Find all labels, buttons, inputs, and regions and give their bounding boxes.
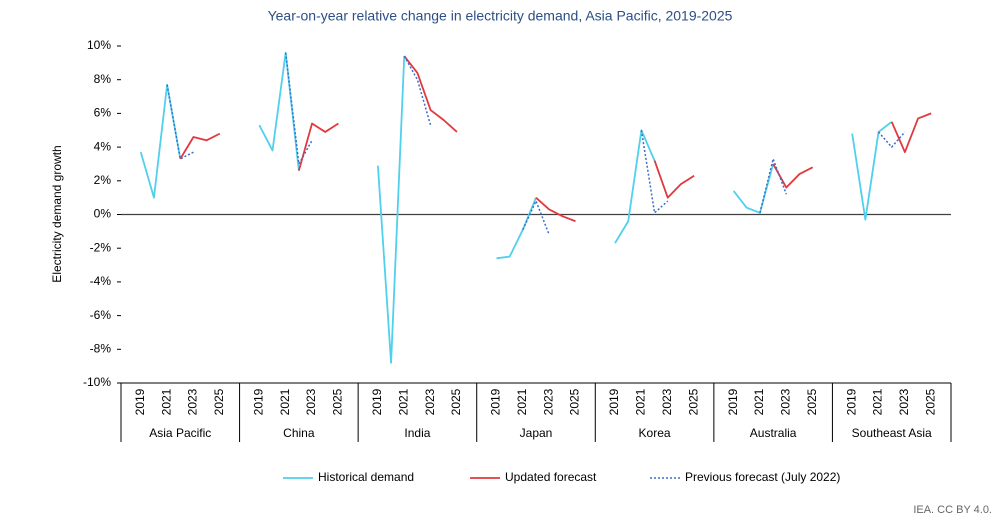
x-tick-label: 2023 [541,388,555,415]
series-line [284,52,313,165]
series-line [179,132,221,160]
x-tick-label: 2021 [515,388,529,415]
group-label: China [283,426,315,440]
series-line [759,158,788,213]
y-tick-label: 6% [94,106,112,120]
y-tick-label: -6% [90,308,112,322]
group-label: Australia [750,426,797,440]
group-label: Asia Pacific [149,426,211,440]
x-tick-label: 2021 [159,388,173,415]
y-tick-label: 4% [94,139,112,153]
legend-label: Updated forecast [505,470,597,484]
x-tick-label: 2023 [186,388,200,415]
x-tick-label: 2025 [212,388,226,415]
series-line [496,197,537,260]
x-tick-label: 2025 [568,388,582,415]
y-tick-label: 8% [94,72,112,86]
series-line [851,121,893,221]
x-tick-label: 2025 [686,388,700,415]
x-tick-label: 2023 [778,388,792,415]
x-tick-label: 2019 [726,388,740,415]
series-line [732,163,775,214]
x-tick-label: 2025 [923,388,937,415]
y-tick-label: -8% [90,341,112,355]
series-line [890,112,932,154]
chart-title: Year-on-year relative change in electric… [268,8,733,24]
x-tick-label: 2023 [660,388,674,415]
group-label: Japan [520,426,553,440]
series-line [166,84,194,160]
x-tick-label: 2019 [133,388,147,415]
y-tick-label: 10% [87,38,111,52]
y-tick-label: 0% [94,207,112,221]
x-tick-label: 2019 [252,388,266,415]
x-tick-label: 2025 [331,388,345,415]
series-line [377,56,406,364]
y-axis-label: Electricity demand growth [50,145,64,282]
x-tick-label: 2019 [607,388,621,415]
group-label: India [404,426,430,440]
x-tick-label: 2021 [396,388,410,415]
series-line [258,51,300,171]
series-line [403,55,458,133]
y-tick-label: -4% [90,274,112,288]
group-label: Southeast Asia [852,426,932,440]
x-tick-label: 2021 [752,388,766,415]
legend-label: Previous forecast (July 2022) [685,470,840,484]
y-tick-label: -2% [90,240,112,254]
y-tick-label: -10% [83,375,111,389]
x-tick-label: 2019 [844,388,858,415]
series-line [877,131,906,148]
series-line [614,129,656,244]
x-tick-label: 2025 [805,388,819,415]
series-line [640,130,669,214]
x-tick-label: 2021 [871,388,885,415]
x-tick-label: 2023 [423,388,437,415]
x-tick-label: 2019 [489,388,503,415]
series-line [535,196,576,223]
x-tick-label: 2023 [897,388,911,415]
group-label: Korea [639,426,671,440]
series-line [403,55,432,126]
series-line [139,83,182,199]
x-tick-label: 2019 [370,388,384,415]
x-tick-label: 2021 [634,388,648,415]
x-tick-label: 2021 [278,388,292,415]
series-line [297,122,339,171]
source: IEA. CC BY 4.0. [913,504,992,516]
x-tick-label: 2025 [449,388,463,415]
x-tick-label: 2023 [304,388,318,415]
y-tick-label: 2% [94,173,112,187]
series-line [653,160,695,199]
legend-label: Historical demand [318,470,414,484]
